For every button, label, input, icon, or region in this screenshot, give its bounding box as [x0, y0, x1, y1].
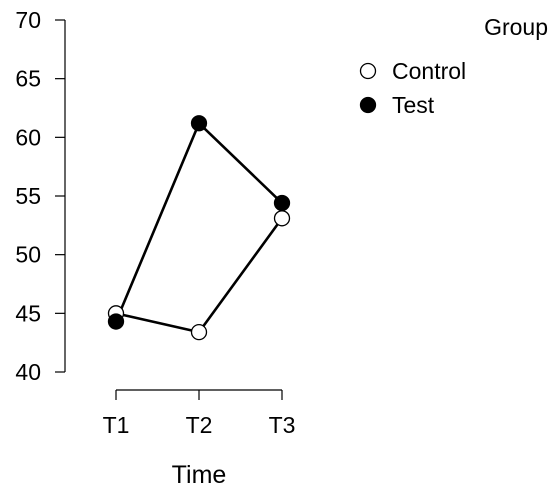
- y-tick-label: 70: [15, 7, 41, 33]
- legend-label-control: Control: [392, 58, 466, 84]
- legend-marker-test: [359, 96, 377, 114]
- x-tick-label: T3: [269, 412, 296, 438]
- y-tick-label: 45: [15, 300, 41, 326]
- data-point-test: [273, 194, 291, 212]
- series-line-test: [114, 121, 283, 323]
- legend-marker-control: [359, 62, 377, 80]
- series-lines: [114, 121, 284, 334]
- data-point-control: [190, 323, 208, 341]
- y-tick-label: 60: [15, 124, 41, 150]
- y-tick-label: 40: [15, 359, 41, 385]
- x-axis: T1 T2 T3: [103, 389, 296, 438]
- legend-label-test: Test: [392, 92, 435, 118]
- legend: Group Control Test: [359, 14, 548, 118]
- series-points: [107, 115, 291, 341]
- y-axis: 40 45 50 55 60 65 70: [15, 7, 66, 385]
- x-tick-label: T1: [103, 412, 130, 438]
- series-line-control: [115, 217, 284, 334]
- data-point-control: [273, 210, 291, 227]
- x-axis-title: Time: [172, 461, 227, 489]
- legend-title: Group: [484, 14, 548, 40]
- data-point-test: [107, 313, 125, 330]
- y-tick-label: 50: [15, 242, 41, 268]
- x-tick-label: T2: [186, 412, 213, 438]
- data-point-test: [190, 115, 208, 132]
- y-tick-label: 65: [15, 66, 41, 92]
- y-tick-label: 55: [15, 183, 41, 209]
